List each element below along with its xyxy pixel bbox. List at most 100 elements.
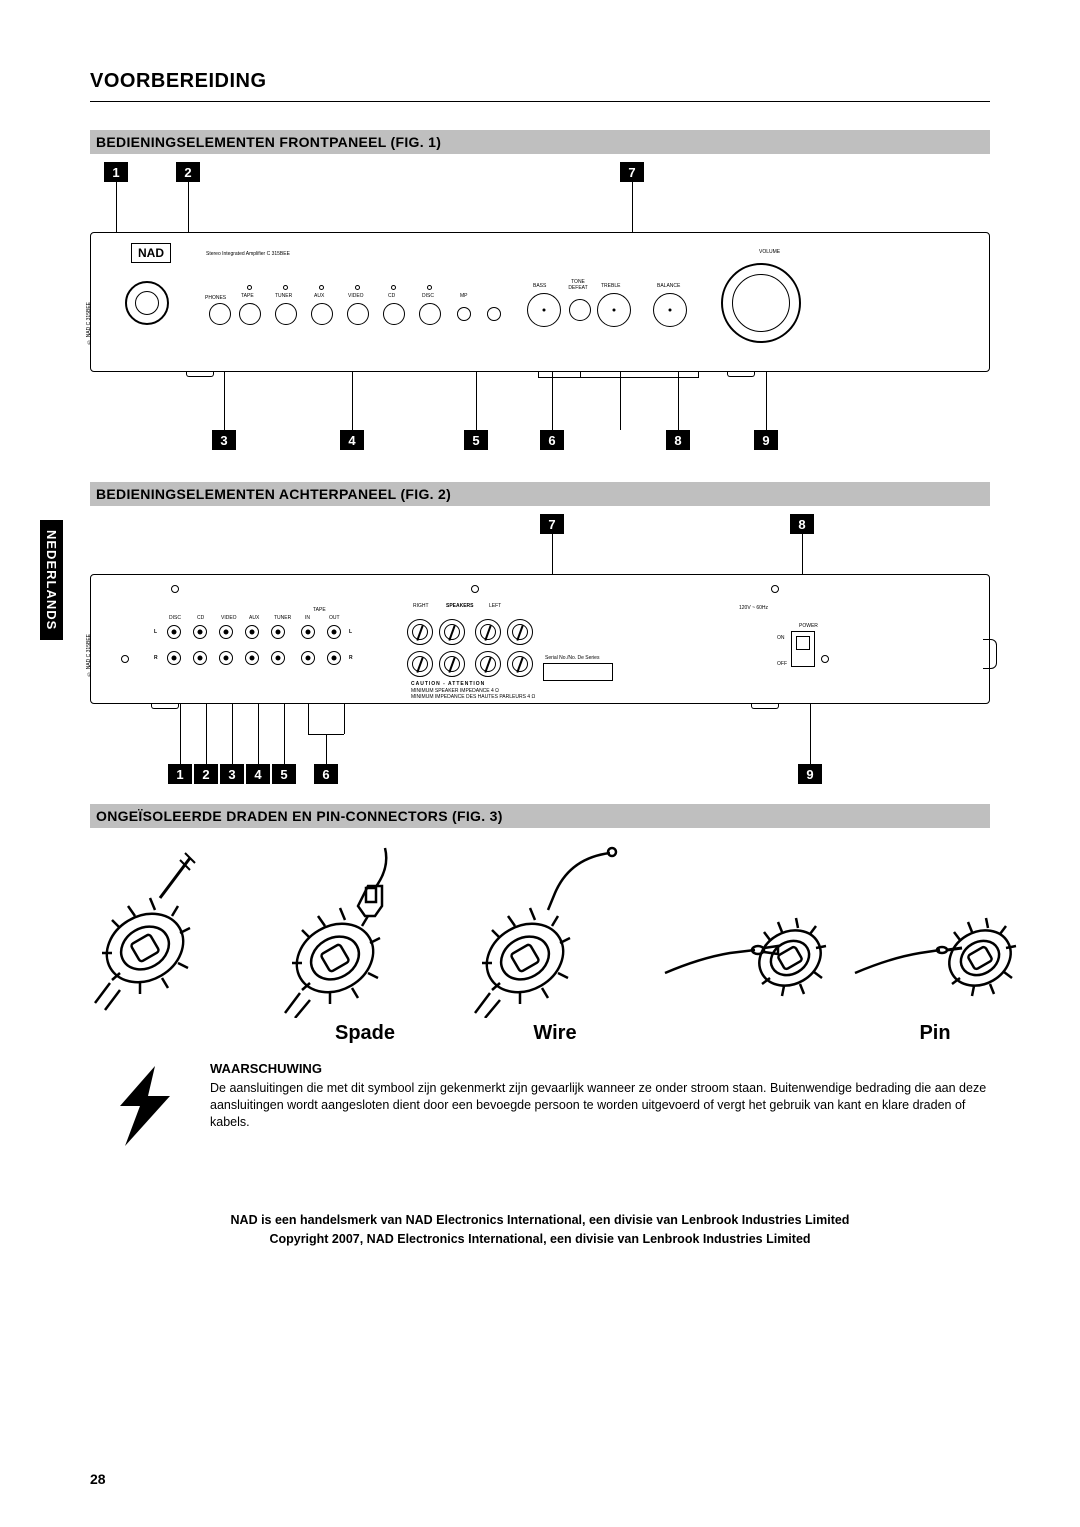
footer: NAD is een handelsmerk van NAD Electroni… — [90, 1211, 990, 1249]
fig3-header: ONGEÏSOLEERDE DRADEN EN PIN-CONNECTORS (… — [90, 804, 990, 828]
callout: 8 — [790, 514, 814, 534]
page-number: 28 — [90, 1471, 106, 1487]
lightning-icon — [100, 1061, 190, 1151]
volume-knob — [721, 263, 801, 343]
connector-icon — [470, 838, 640, 1018]
phones-jack — [209, 303, 231, 325]
power-button — [125, 281, 169, 325]
callout: 6 — [540, 430, 564, 450]
connector-icon — [90, 838, 260, 1018]
callout: 1 — [168, 764, 192, 784]
language-tab: NEDERLANDS — [40, 520, 63, 640]
r-label: R — [154, 655, 158, 661]
connector-spade: Spade — [280, 838, 450, 1045]
callout: 6 — [314, 764, 338, 784]
warning-section: WAARSCHUWING De aansluitingen die met di… — [90, 1061, 990, 1151]
mp-jack — [487, 307, 501, 321]
tone-label: TONE DEFEAT — [563, 279, 593, 291]
in-label: VIDEO — [348, 293, 364, 299]
tone-defeat — [569, 299, 591, 321]
volume-label: VOLUME — [759, 249, 780, 255]
in-label: AUX — [249, 615, 259, 621]
in-label: VIDEO — [221, 615, 237, 621]
model-label: Stereo Integrated Amplifier C 315BEE — [206, 251, 290, 257]
r-label: R — [349, 655, 353, 661]
page-title: VOORBEREIDING — [90, 70, 990, 93]
input-knob — [347, 303, 369, 325]
tone-label: BASS — [533, 283, 546, 289]
fig1-header: BEDIENINGSELEMENTEN FRONTPANEEL (FIG. 1) — [90, 130, 990, 154]
input-knob — [275, 303, 297, 325]
connector-label: Wire — [533, 1022, 576, 1045]
copyright-vert: © NAD C 315BEE — [86, 634, 92, 677]
callout: 2 — [176, 162, 200, 182]
input-knob — [419, 303, 441, 325]
connector-pin: Pin — [850, 838, 1020, 1045]
balance-knob — [653, 293, 687, 327]
binding-post — [507, 619, 533, 645]
connector-bare — [90, 838, 260, 1045]
fig2-header: BEDIENINGSELEMENTEN ACHTERPANEEL (FIG. 2… — [90, 482, 990, 506]
mp-jack — [457, 307, 471, 321]
speakers-label: SPEAKERS — [446, 603, 474, 609]
bass-knob — [527, 293, 561, 327]
callout: 3 — [220, 764, 244, 784]
callout: 7 — [540, 514, 564, 534]
connector-icon — [280, 838, 450, 1018]
in-label: DISC — [422, 293, 434, 299]
binding-post — [407, 619, 433, 645]
warning-title: WAARSCHUWING — [210, 1061, 990, 1076]
in-label: TUNER — [275, 293, 292, 299]
in-label: TAPE — [241, 293, 254, 299]
footer-line: Copyright 2007, NAD Electronics Internat… — [90, 1230, 990, 1249]
in-label: DISC — [169, 615, 181, 621]
in-label: MP — [460, 293, 468, 299]
binding-post — [439, 651, 465, 677]
callout: 7 — [620, 162, 644, 182]
power-switch — [791, 631, 815, 667]
l-label: L — [349, 629, 352, 635]
callout: 5 — [464, 430, 488, 450]
in-label: CD — [197, 615, 204, 621]
serial-label: Serial No./No. De Series — [545, 655, 599, 661]
callout: 3 — [212, 430, 236, 450]
callout: 9 — [798, 764, 822, 784]
binding-post — [507, 651, 533, 677]
callout: 5 — [272, 764, 296, 784]
connector-icon — [660, 838, 830, 1018]
binding-post — [475, 651, 501, 677]
input-knob — [311, 303, 333, 325]
callout: 9 — [754, 430, 778, 450]
in-label: TUNER — [274, 615, 291, 621]
footer-line: NAD is een handelsmerk van NAD Electroni… — [90, 1211, 990, 1230]
input-knob — [383, 303, 405, 325]
in-label: CD — [388, 293, 395, 299]
power-label: POWER — [799, 623, 818, 629]
tape-label: TAPE — [313, 607, 326, 613]
connectors-row: Spade Wire — [90, 838, 990, 1045]
fig2-chassis: DISC CD VIDEO AUX TUNER TAPE IN OUT L R … — [90, 574, 990, 704]
caution-label: CAUTION - ATTENTION — [411, 681, 485, 687]
copyright-vert: © NAD C 315BEE — [86, 302, 92, 345]
left-label: LEFT — [489, 603, 501, 609]
callout: 4 — [340, 430, 364, 450]
tape-out: OUT — [329, 615, 340, 621]
callout: 1 — [104, 162, 128, 182]
callout: 4 — [246, 764, 270, 784]
fig1-chassis: NAD Stereo Integrated Amplifier C 315BEE… — [90, 232, 990, 372]
connector-wire: Wire — [470, 838, 640, 1045]
on-label: ON — [777, 635, 785, 641]
l-label: L — [154, 629, 157, 635]
binding-post — [439, 619, 465, 645]
binding-post — [475, 619, 501, 645]
connector-banana — [660, 838, 830, 1045]
tone-label: TREBLE — [601, 283, 620, 289]
phones-label: PHONES — [205, 295, 226, 301]
treble-knob — [597, 293, 631, 327]
title-rule — [90, 101, 990, 102]
warning-text: De aansluitingen die met dit symbool zij… — [210, 1080, 990, 1131]
connector-label: Spade — [335, 1022, 395, 1045]
voltage-label: 120V ~ 60Hz — [739, 605, 768, 611]
callout: 2 — [194, 764, 218, 784]
caution-line: MINIMUM IMPEDANCE DES HAUTES PARLEURS 4 … — [411, 694, 535, 700]
